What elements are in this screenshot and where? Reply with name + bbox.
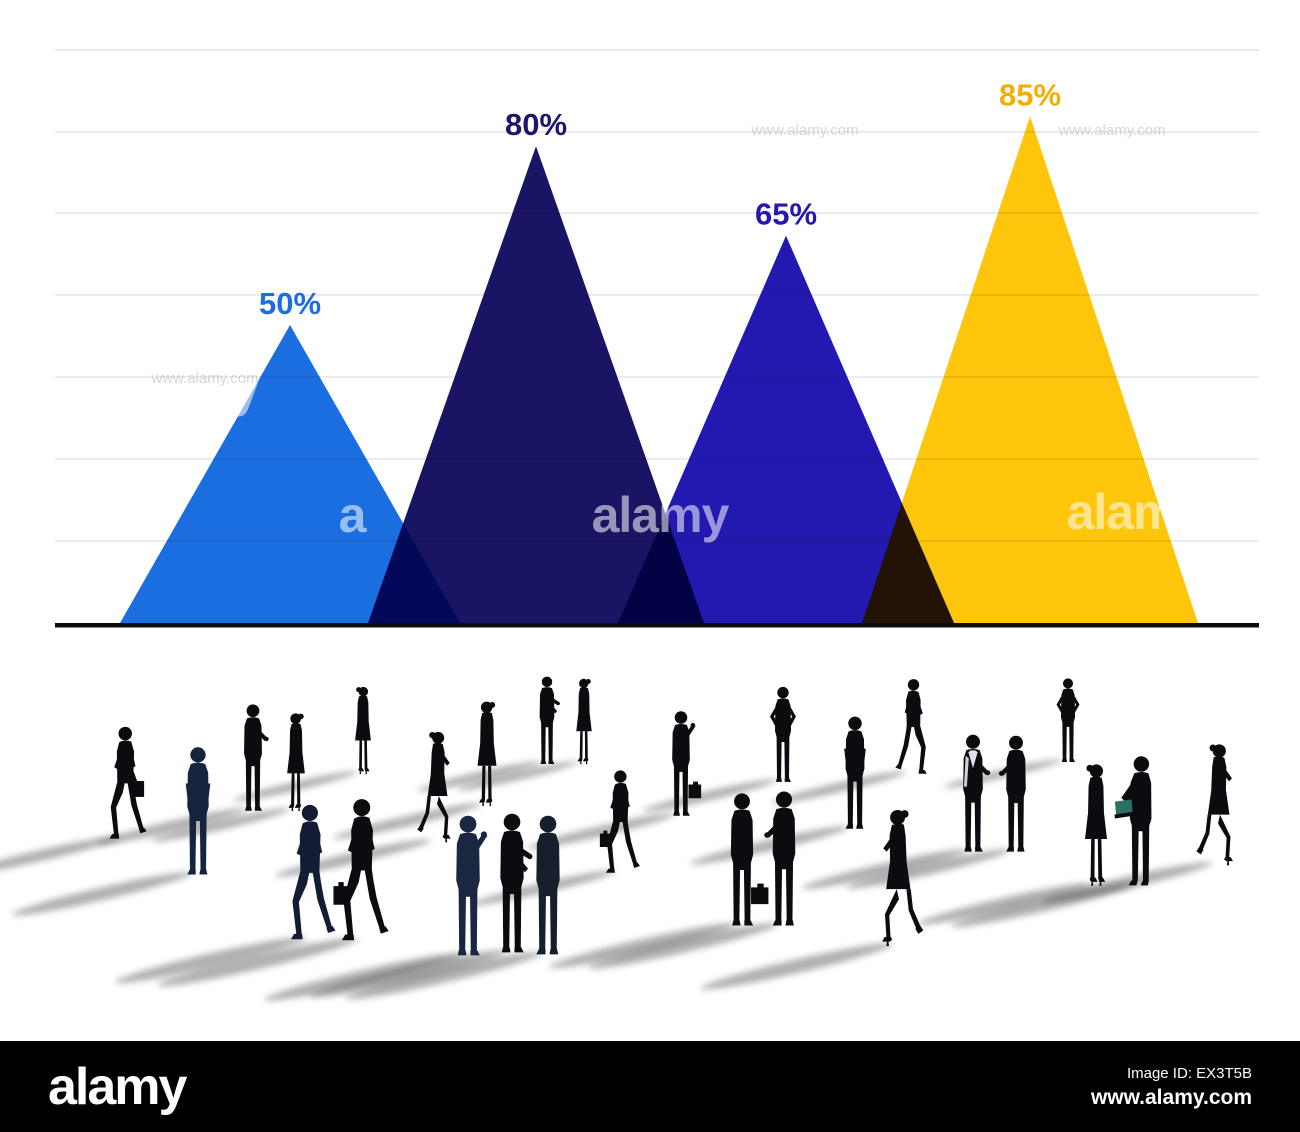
person-shadow (456, 761, 579, 791)
alamy-watermark: alamy (1067, 484, 1205, 540)
person-shadow (917, 883, 1091, 925)
peaks-chart: 50% 80% 65% 85% (55, 49, 1259, 628)
url-watermark: www.alamy.com (150, 370, 258, 387)
person-shadow (11, 872, 193, 916)
person-shadow (951, 883, 1135, 928)
person-shadow (345, 951, 543, 1000)
business-people-crowd (0, 0, 1233, 1001)
image-id-text: Image ID: EX3T5B (1126, 1064, 1252, 1082)
baseline (55, 623, 1259, 628)
alamy-footer-bar: alamy Image ID: EX3T5B www.alamy.com (0, 1041, 1300, 1132)
person-shadow (157, 937, 359, 987)
value-label-80%: 80% (505, 107, 567, 142)
value-label-85%: 85% (999, 77, 1061, 112)
value-label-65%: 65% (755, 197, 817, 232)
person-shadow (690, 826, 850, 865)
person-shadow (845, 849, 1011, 889)
person-shadow (588, 923, 779, 969)
chart-baseline (55, 623, 1259, 628)
person-shadow (151, 808, 291, 842)
crowd-shadows (0, 759, 1213, 1001)
person-shadow (0, 836, 122, 875)
person-shadow (549, 923, 737, 969)
alamy-logo: alamy (48, 1057, 187, 1116)
person-shadow (527, 813, 676, 849)
value-label-50%: 50% (259, 286, 321, 321)
person-shadow (700, 943, 894, 990)
person-shadow (115, 937, 307, 984)
alamy-watermark: alamy (592, 487, 730, 543)
triangle-65% (618, 235, 954, 623)
alamy-watermark-fragment: a (339, 487, 368, 543)
person-shadow (96, 808, 248, 845)
person-shadow (771, 771, 907, 804)
alamy-url-text: www.alamy.com (1090, 1085, 1252, 1109)
person-shadow (233, 771, 358, 802)
person-shadow (264, 952, 463, 1001)
triangle-50% (120, 325, 460, 623)
alamy-watermark: alamy (122, 361, 260, 417)
triangle-80% (368, 146, 704, 623)
watermark-layer: alamy alamy alamy a www.alamy.com www.alamy.c… (122, 122, 1205, 543)
url-watermark: www.alamy.com (750, 122, 858, 139)
url-watermark: www.alamy.com (1057, 122, 1165, 139)
footer-meta: Image ID: EX3T5B www.alamy.com (1091, 1063, 1252, 1111)
person-shadow (417, 761, 542, 792)
person-shadow (309, 949, 507, 998)
person-shadow (801, 849, 968, 890)
chart-triangles (120, 116, 1198, 624)
triangle-85% (862, 116, 1198, 624)
chart-value-labels: 50% 80% 65% 85% (259, 77, 1061, 321)
